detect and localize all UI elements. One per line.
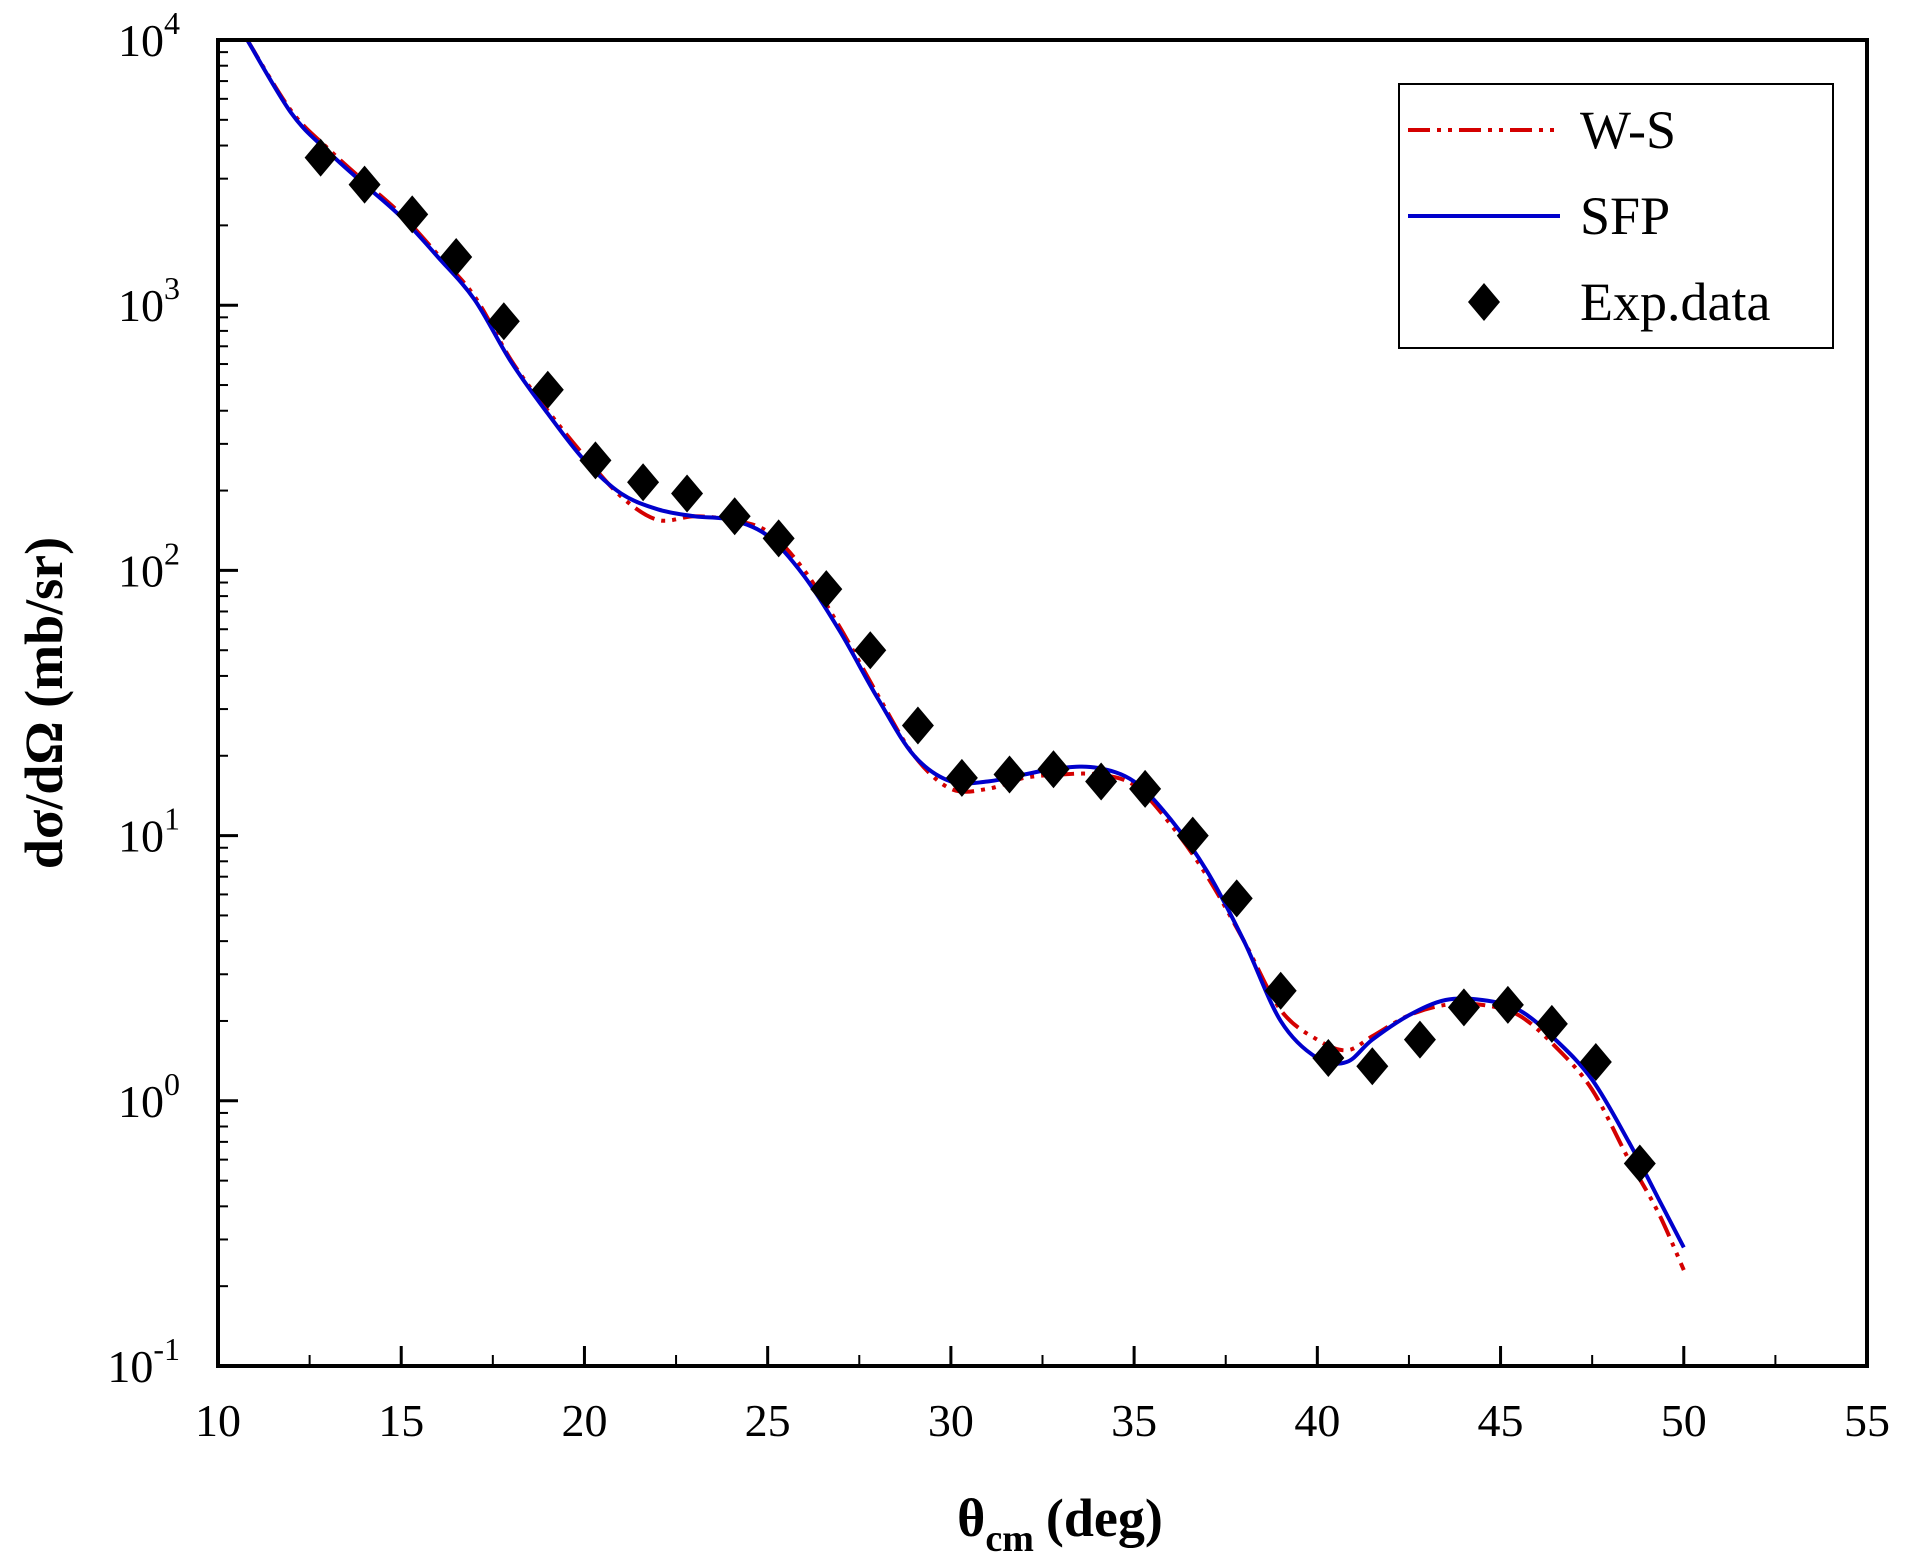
exp-data-point [671,474,704,513]
y-tick-label: 102 [118,535,180,596]
exp-data-point [1579,1043,1612,1082]
x-tick-label: 40 [1294,1395,1340,1446]
legend-label-exp: Exp.data [1580,272,1770,332]
y-axis-ticks: 10-1 100 101 102 103 104 [107,5,238,1392]
exp-data-point [945,758,978,797]
x-tick-label: 45 [1478,1395,1524,1446]
y-tick-label: 10-1 [107,1331,180,1392]
x-tick-label: 25 [745,1395,791,1446]
y-tick-label: 103 [118,270,180,331]
x-tick-label: 55 [1844,1395,1890,1446]
y-tick-label: 100 [118,1066,180,1127]
exp-data-point [1447,988,1480,1027]
exp-data-point [1220,879,1253,918]
x-tick-label: 50 [1661,1395,1707,1446]
x-tick-label: 10 [195,1395,241,1446]
exp-data-point [718,497,751,536]
exp-data-point [396,195,429,234]
exp-data-point [627,463,660,502]
legend-label-ws: W-S [1580,100,1676,160]
y-tick-label: 104 [118,5,180,66]
y-tick-label: 101 [118,801,180,862]
exp-data-point [1085,762,1118,801]
exp-data-point [810,570,843,609]
exp-data-point [1129,769,1162,808]
exp-data-point [348,165,381,204]
exp-data-point [1037,750,1070,789]
legend-label-sfp: SFP [1580,186,1670,246]
exp-data-point [1403,1020,1436,1059]
exp-data-point [762,519,795,558]
exp-data-point [993,755,1026,794]
exp-data-point [304,138,337,177]
y-axis-title: dσ/dΩ (mb/sr) [14,537,74,869]
x-tick-label: 15 [378,1395,424,1446]
exp-data-point [1535,1004,1568,1043]
x-tick-label: 20 [561,1395,607,1446]
exp-data-point [1176,816,1209,855]
exp-data-point [1623,1144,1656,1183]
exp-data-point [1264,971,1297,1010]
exp-data-point [487,302,520,341]
legend-marker-exp [1468,283,1500,321]
exp-data-point [579,441,612,480]
legend: W-S SFP Exp.data [1398,83,1834,349]
exp-data-point [854,631,887,670]
x-axis-title-unit: (deg) [1046,1488,1163,1548]
x-axis-ticks: 10 15 20 25 30 35 40 45 50 55 [195,1346,1890,1446]
x-axis-title: θcm (deg) [957,1488,1163,1560]
exp-data-point [440,237,473,276]
x-tick-label: 35 [1111,1395,1157,1446]
exp-data-point [901,706,934,745]
exp-data-point [1491,985,1524,1024]
series-line-sfp [245,38,1686,1249]
exp-data-point [1356,1047,1389,1086]
exp-data-point [531,370,564,409]
markers-layer [304,138,1656,1183]
x-tick-label: 30 [928,1395,974,1446]
x-axis-title-subscript: cm [985,1518,1034,1560]
exp-data-point [1312,1039,1345,1078]
